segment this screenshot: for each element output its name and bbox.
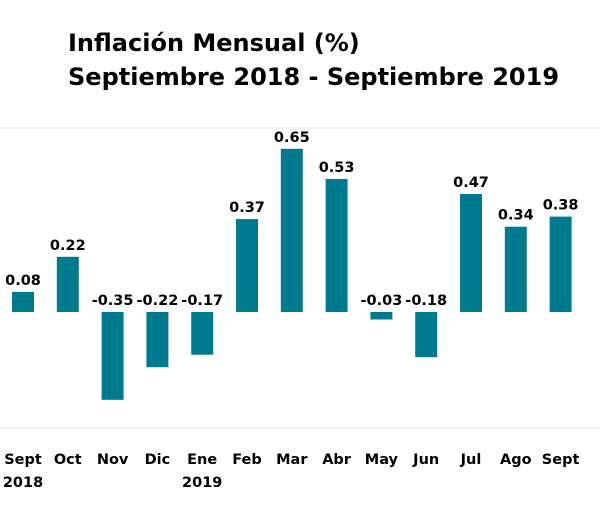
bar xyxy=(280,148,303,312)
chart-title-block: Inflación Mensual (%) Septiembre 2018 - … xyxy=(68,26,559,94)
category-label: Nov xyxy=(97,452,129,468)
category-label: Oct xyxy=(54,452,82,468)
bar xyxy=(549,216,572,312)
category-year-label: 2018 xyxy=(3,475,43,491)
value-labels-layer: 0.08 0.22 -0.35 -0.22 -0.17 0.37 0.65 0.53 -0.03… xyxy=(5,130,578,309)
value-label: 0.34 xyxy=(498,208,534,224)
bar xyxy=(325,179,348,312)
category-label: Feb xyxy=(232,452,262,468)
bar xyxy=(415,312,438,358)
bar xyxy=(236,219,258,312)
category-label: Sept xyxy=(4,452,42,468)
category-label: Jul xyxy=(460,452,482,468)
category-label: Mar xyxy=(276,452,308,468)
chart-title: Inflación Mensual (%) xyxy=(68,29,360,57)
category-label: Sept xyxy=(542,452,580,468)
bar xyxy=(191,312,214,355)
category-labels-layer: Sept 2018 Oct Nov Dic Ene 2019 Feb Mar Abr May Jun J… xyxy=(3,452,580,491)
value-label: -0.18 xyxy=(405,293,447,309)
category-label: Dic xyxy=(145,452,171,468)
chart-subtitle: Septiembre 2018 - Septiembre 2019 xyxy=(68,63,560,91)
bar xyxy=(504,226,527,312)
bar xyxy=(370,312,393,320)
value-label: 0.53 xyxy=(319,160,355,176)
bar xyxy=(56,256,79,312)
value-label: 0.22 xyxy=(50,238,86,254)
bar xyxy=(460,194,482,312)
value-label: -0.03 xyxy=(361,293,403,309)
category-year-label: 2019 xyxy=(182,475,222,491)
category-label: Abr xyxy=(322,452,352,468)
value-label: 0.08 xyxy=(5,273,41,289)
category-label: May xyxy=(365,452,399,468)
category-label: Ago xyxy=(500,452,532,468)
value-label: -0.35 xyxy=(92,293,134,309)
value-label: 0.38 xyxy=(543,198,579,214)
value-label: -0.22 xyxy=(137,293,179,309)
value-label: -0.17 xyxy=(181,293,223,309)
bars-layer xyxy=(12,148,572,400)
category-label: Ene xyxy=(187,452,217,468)
bar xyxy=(101,312,124,400)
bar xyxy=(146,312,169,368)
value-label: 0.47 xyxy=(453,175,489,191)
value-label: 0.37 xyxy=(229,200,265,216)
category-label: Jun xyxy=(412,452,439,468)
bar xyxy=(12,291,34,312)
value-label: 0.65 xyxy=(274,130,310,146)
